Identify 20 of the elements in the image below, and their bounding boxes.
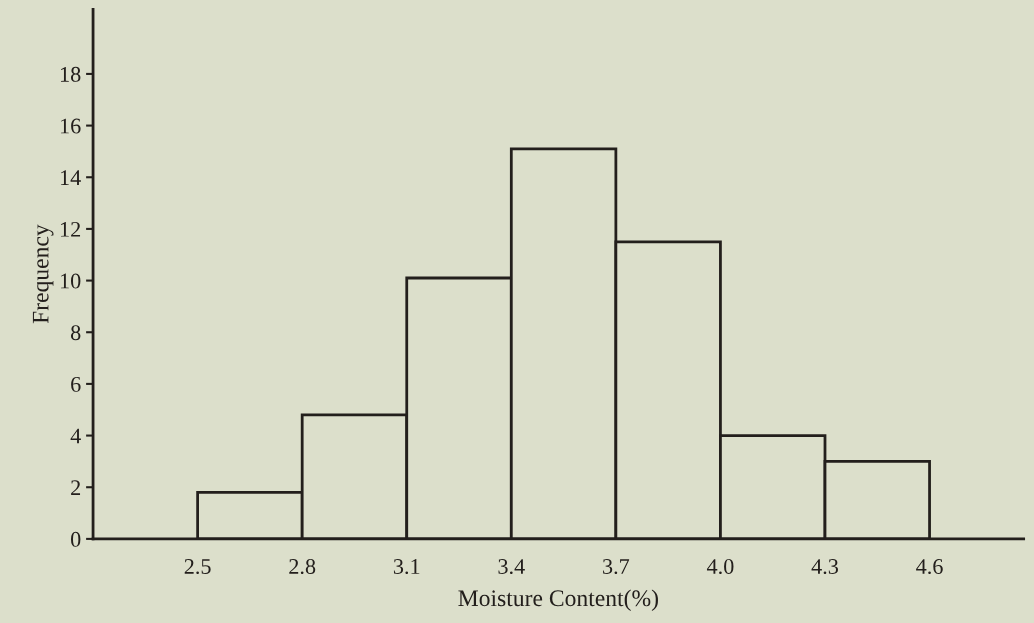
x-tick-label: 3.4 <box>498 559 525 575</box>
y-tick-label: 16 <box>60 118 81 134</box>
x-tick-label: 4.6 <box>916 559 943 575</box>
x-tick-label: 4.0 <box>706 558 734 575</box>
y-tick-label: 18 <box>60 66 81 82</box>
y-tick-label: 6 <box>71 376 81 392</box>
y-axis-title: Frequency <box>32 224 54 324</box>
x-axis-title: Moisture Content(%) <box>458 589 658 612</box>
y-tick-label: 10 <box>60 273 81 289</box>
x-tick-label: 3.7 <box>603 559 630 575</box>
y-tick-label: 8 <box>70 325 81 341</box>
y-tick-label: 12 <box>60 221 81 237</box>
x-tick-label: 3.1 <box>393 559 420 575</box>
y-tick-label: 4 <box>70 428 81 444</box>
x-tick-label: 2.5 <box>184 559 211 575</box>
y-tick-label: 14 <box>60 170 81 185</box>
y-tick-label: 0 <box>70 531 81 547</box>
y-tick-label: 2 <box>71 480 81 495</box>
x-tick-label: 4.3 <box>811 559 839 575</box>
x-tick-label: 2.8 <box>289 558 316 575</box>
